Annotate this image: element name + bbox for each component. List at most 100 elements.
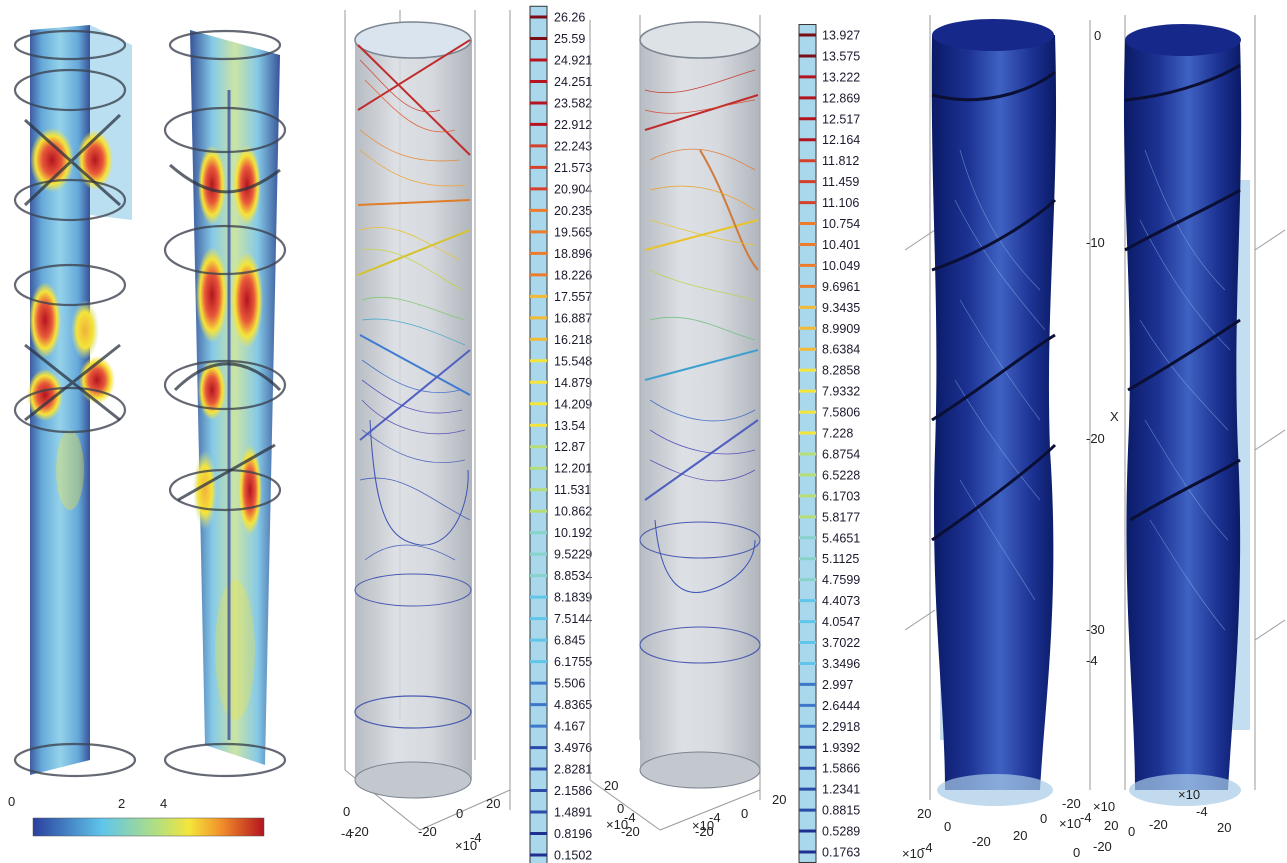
axis-tick-label: ×10 <box>1178 787 1200 802</box>
axis-tick-label: ×10 <box>455 838 477 853</box>
colorbar-level-label: 24.921 <box>554 53 592 67</box>
axis-tick-label: ×10 <box>606 817 628 832</box>
colorbar-level-label: 3.7022 <box>822 636 860 650</box>
streamline-tube-icon <box>904 15 1286 806</box>
colorbar-contour-1: 26.26 25.59 24.921 24.251 23.582 22.912 22.243… <box>529 5 592 863</box>
colorbar-level-label: 8.9909 <box>822 322 860 336</box>
colorbar-level-label: 8.2858 <box>822 364 860 378</box>
colorbar-level-label: 22.912 <box>554 118 592 132</box>
colorbar-level-label: 25.59 <box>554 32 585 46</box>
axis-tick-label: X <box>1110 409 1119 424</box>
colorbar-level-label: 3.4976 <box>554 741 592 755</box>
axis-tick-label: 2 <box>118 796 125 811</box>
colorbar-level-label: 9.6961 <box>822 280 860 294</box>
colorbar-level-label: 8.1839 <box>554 591 592 605</box>
colorbar-horizontal <box>32 817 265 837</box>
colorbar-level-label: 6.5228 <box>822 468 860 482</box>
axis-tick-label: -20 <box>1093 839 1112 854</box>
axis-tick-label: 0 <box>1094 28 1101 43</box>
colorbar-level-label: 12.869 <box>822 91 860 105</box>
axis-tick-label: 0 <box>456 806 463 821</box>
axis-tick-label: -4 <box>921 840 933 855</box>
colorbar-level-label: 4.4073 <box>822 594 860 608</box>
colorbar-level-label: 0.1763 <box>822 846 860 860</box>
contour-cylinder-icon <box>589 15 761 831</box>
colorbar-level-label: 21.573 <box>554 161 592 175</box>
colorbar-level-label: 10.049 <box>822 259 860 273</box>
axis-tick-label: 0 <box>8 794 15 809</box>
colorbar-level-label: 13.54 <box>554 419 585 433</box>
axis-tick-label: -4 <box>341 826 353 841</box>
colorbar-level-label: 26.26 <box>554 11 585 25</box>
axis-tick-label: -4 <box>624 810 636 825</box>
colorbar-level-label: 6.1703 <box>822 489 860 503</box>
colorbar-level-label: 8.8534 <box>554 569 592 583</box>
panel-contours-2: 13.927 13.575 13.222 12.869 12.517 12.164 11.8… <box>589 15 860 863</box>
colorbar-level-label: 11.531 <box>554 483 591 497</box>
colorbar-level-label: 1.4891 <box>554 806 592 820</box>
colorbar-level-label: 13.222 <box>822 70 860 84</box>
axis-tick-label: 0 <box>343 804 350 819</box>
colorbar-level-label: 24.251 <box>554 75 592 89</box>
helical-tube-slice-icon <box>13 25 287 778</box>
colorbar-level-label: 14.879 <box>554 376 592 390</box>
axis-tick-label: 20 <box>1104 818 1118 833</box>
colorbar-level-label: 19.565 <box>554 225 592 239</box>
colorbar-level-label: 20.235 <box>554 204 592 218</box>
colorbar-level-label: 9.5229 <box>554 548 592 562</box>
axis-tick-label: 4 <box>160 796 167 811</box>
panel-contours-1: 26.26 25.59 24.921 24.251 23.582 22.912 22.243… <box>341 5 592 863</box>
axis-tick-label: 0 <box>741 806 748 821</box>
colorbar-level-label: 15.548 <box>554 354 592 368</box>
colorbar-level-label: 6.8754 <box>822 447 860 461</box>
colorbar-level-label: 4.167 <box>554 720 585 734</box>
colorbar-level-label: 1.9392 <box>822 741 860 755</box>
axis-tick-label: 0 <box>1073 845 1080 860</box>
axis-tick-label: 20 <box>917 806 931 821</box>
axis-tick-label: -30 <box>1086 622 1105 637</box>
axis-tick-label: 0 <box>1128 824 1135 839</box>
colorbar-level-label: 12.164 <box>822 133 860 147</box>
axis-tick-label: 0 <box>944 819 951 834</box>
colorbar-level-label: 4.0547 <box>822 615 860 629</box>
colorbar-level-label: 18.896 <box>554 247 592 261</box>
colorbar-level-label: 7.228 <box>822 427 853 441</box>
colorbar-level-label: 2.997 <box>822 678 853 692</box>
colorbar-level-label: 2.8281 <box>554 763 592 777</box>
axis-tick-label: -10 <box>1086 235 1105 250</box>
colorbar-level-label: 6.1755 <box>554 655 592 669</box>
colorbar-level-label: 0.8815 <box>822 804 860 818</box>
colorbar-level-label: 7.5144 <box>554 612 592 626</box>
colorbar-level-label: 20.904 <box>554 182 592 196</box>
colorbar-level-label: 14.209 <box>554 397 592 411</box>
axis-tick-label: -4 <box>709 810 721 825</box>
colorbar-level-label: 2.2918 <box>822 720 860 734</box>
axis-tick-label: -20 <box>418 824 437 839</box>
axis-tick-label: 0 <box>617 801 624 816</box>
colorbar-level-label: 5.1125 <box>822 552 859 566</box>
colorbar-level-label: 7.5806 <box>822 406 860 420</box>
axis-tick-label: -20 <box>1149 817 1168 832</box>
colorbar-level-label: 5.506 <box>554 677 585 691</box>
colorbar-level-label: 7.9332 <box>822 385 860 399</box>
colorbar-level-label: 0.5289 <box>822 825 860 839</box>
colorbar-level-label: 0.8196 <box>554 827 592 841</box>
colorbar-contour-2: 13.927 13.575 13.222 12.869 12.517 12.164 11.8… <box>798 24 860 863</box>
colorbar-level-label: 2.1586 <box>554 784 592 798</box>
colorbar-level-label: 10.754 <box>822 217 860 231</box>
axis-tick-label: ×10 <box>1093 799 1115 814</box>
colorbar-level-label: 16.218 <box>554 333 592 347</box>
colorbar-level-label: 17.557 <box>554 290 592 304</box>
axis-tick-label: ×10 <box>1059 816 1081 831</box>
axis-tick-label: 20 <box>1013 828 1027 843</box>
colorbar-level-label: 10.401 <box>822 238 860 252</box>
colorbar-level-label: 3.3496 <box>822 657 860 671</box>
colorbar-level-label: 23.582 <box>554 96 592 110</box>
axis-tick-label: -20 <box>972 834 991 849</box>
colorbar-level-label: 0.1502 <box>554 849 592 863</box>
contour-cylinder-icon <box>344 10 511 831</box>
axis-tick-label: 20 <box>1217 820 1231 835</box>
axis-tick-label: 20 <box>772 792 786 807</box>
axis-tick-label: -20 <box>1086 431 1105 446</box>
